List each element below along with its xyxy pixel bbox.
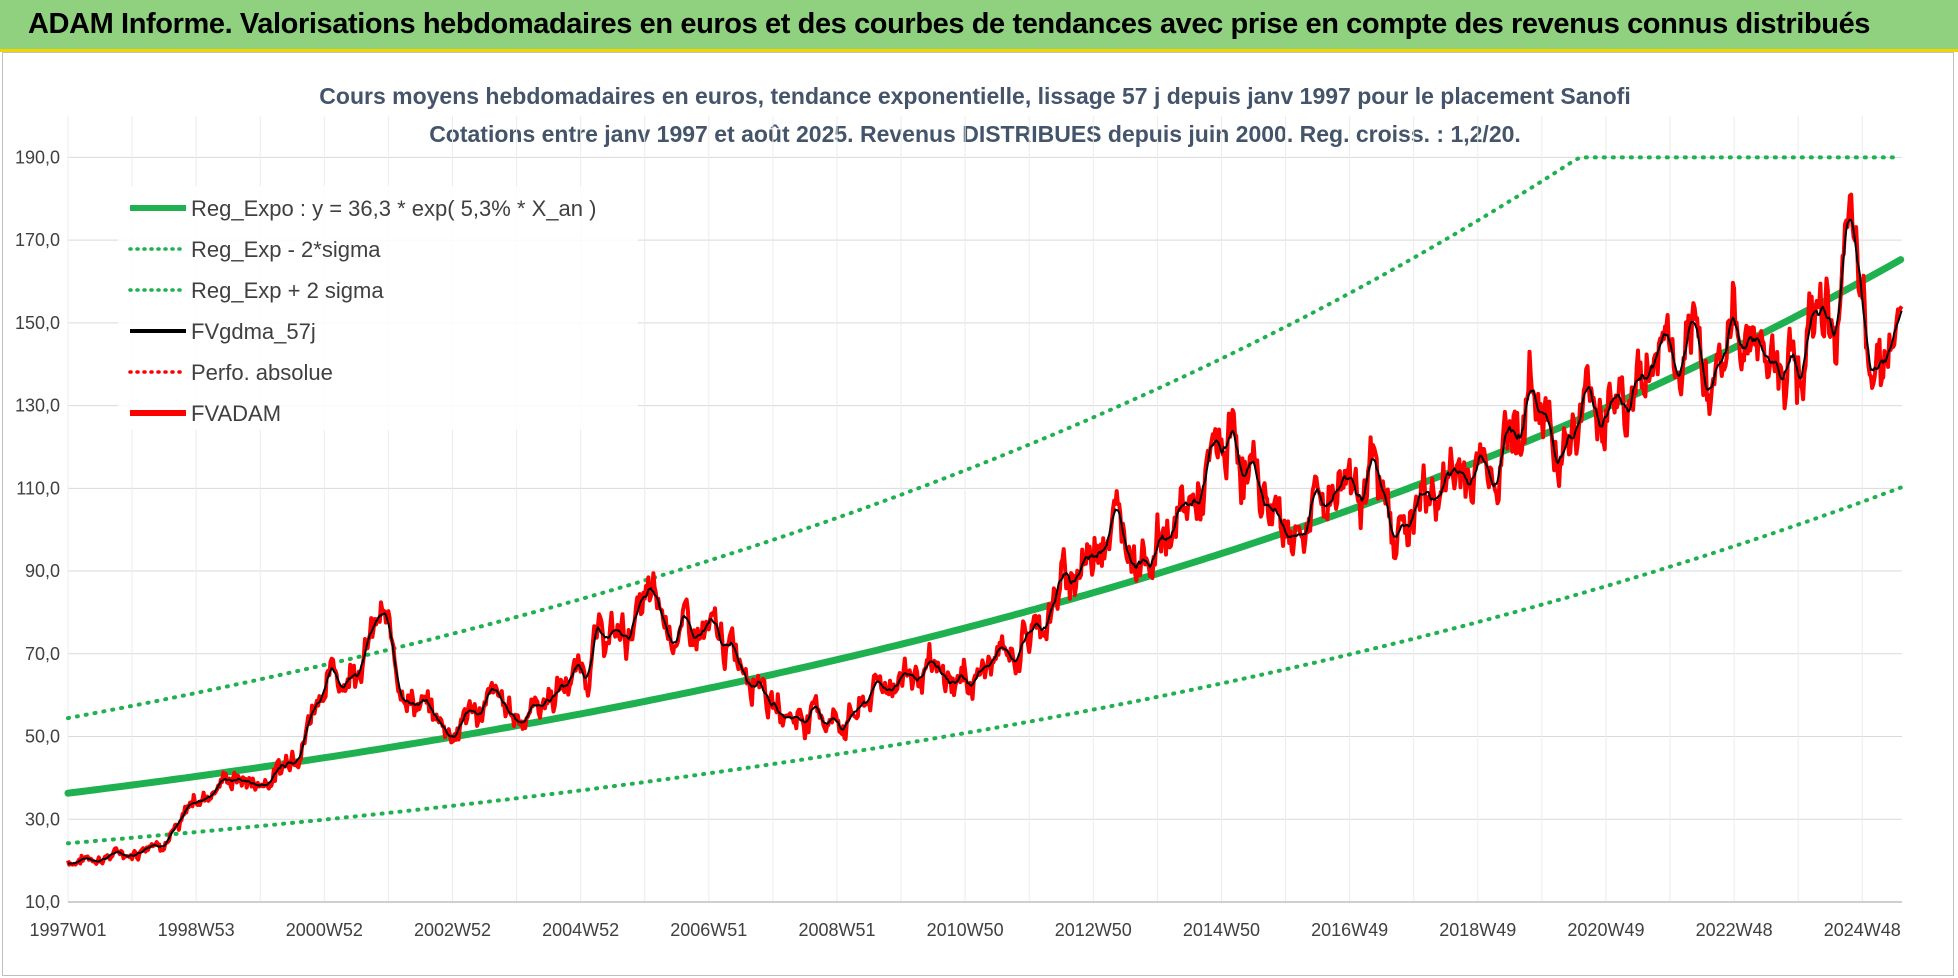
- x-tick-label: 2008W51: [798, 920, 875, 940]
- legend-label: Reg_Exp + 2 sigma: [191, 278, 384, 303]
- legend-label: FVgdma_57j: [191, 319, 316, 344]
- y-tick-label: 50,0: [25, 727, 60, 747]
- y-tick-label: 70,0: [25, 644, 60, 664]
- x-tick-label: 2012W50: [1055, 920, 1132, 940]
- y-tick-label: 150,0: [15, 313, 60, 333]
- axis-labels: 10,0 30,0 50,0 70,0 90,0 110,0 130,0 150,0 170,0…: [15, 147, 1901, 940]
- series-reg-exp-low: [66, 485, 1903, 846]
- x-tick-label: 2010W50: [927, 920, 1004, 940]
- page-title: ADAM Informe. Valorisations hebdomadaire…: [28, 8, 1871, 40]
- legend: Reg_Expo : y = 36,3 * exp( 5,3% * X_an )…: [118, 186, 638, 430]
- y-tick-label: 130,0: [15, 396, 60, 416]
- x-tick-label: 1997W01: [29, 920, 106, 940]
- x-tick-label: 2022W48: [1696, 920, 1773, 940]
- chart-frame: [2, 52, 1954, 976]
- legend-label: Reg_Exp - 2*sigma: [191, 237, 381, 262]
- x-tick-label: 2014W50: [1183, 920, 1260, 940]
- legend-label: Perfo. absolue: [191, 360, 333, 385]
- y-tick-label: 110,0: [16, 478, 60, 498]
- x-tick-label: 2020W49: [1567, 920, 1644, 940]
- y-tick-label: 10,0: [25, 892, 60, 912]
- y-tick-label: 90,0: [25, 561, 60, 581]
- x-tick-label: 2024W48: [1824, 920, 1901, 940]
- legend-label: FVADAM: [191, 401, 281, 426]
- x-tick-label: 2016W49: [1311, 920, 1388, 940]
- x-tick-label: 2006W51: [670, 920, 747, 940]
- x-tick-label: 2004W52: [542, 920, 619, 940]
- y-tick-label: 30,0: [25, 809, 60, 829]
- legend-label: Reg_Expo : y = 36,3 * exp( 5,3% * X_an ): [191, 196, 596, 221]
- header-bar: ADAM Informe. Valorisations hebdomadaire…: [0, 0, 1958, 52]
- y-tick-label: 190,0: [15, 147, 60, 167]
- x-tick-label: 1998W53: [158, 920, 235, 940]
- series-fvgdma-57j: [68, 218, 1903, 865]
- chart-title: Cours moyens hebdomadaires en euros, ten…: [319, 83, 1630, 109]
- y-tick-label: 170,0: [15, 230, 60, 250]
- x-tick-label: 2018W49: [1439, 920, 1516, 940]
- series-layer: [64, 155, 1905, 867]
- x-tick-label: 2000W52: [286, 920, 363, 940]
- series-reg-exp-high: [66, 155, 1903, 721]
- x-tick-label: 2002W52: [414, 920, 491, 940]
- legend-box: [118, 186, 638, 430]
- chart-subtitle: Cotations entre janv 1997 et août 2025. …: [429, 121, 1521, 147]
